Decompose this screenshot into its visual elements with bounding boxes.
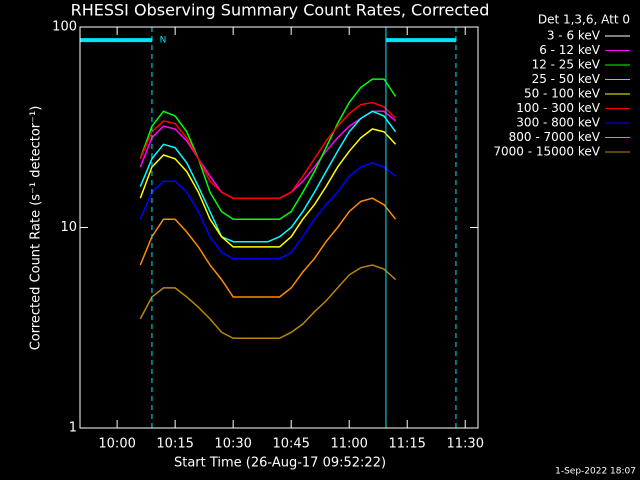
legend-label: 25 - 50 keV bbox=[532, 72, 601, 86]
x-tick-label: 11:30 bbox=[447, 437, 484, 452]
x-tick-label: 10:00 bbox=[98, 437, 135, 452]
x-tick-label: 10:45 bbox=[272, 437, 309, 452]
legend-label: 800 - 7000 keV bbox=[509, 130, 601, 144]
y-tick-label: 10 bbox=[60, 220, 77, 235]
series-line bbox=[139, 97, 396, 133]
x-tick-label: 11:15 bbox=[388, 437, 425, 452]
legend-label: 100 - 300 keV bbox=[516, 101, 600, 115]
legend-title: Det 1,3,6, Att 0 bbox=[538, 13, 630, 27]
legend-label: 3 - 6 keV bbox=[547, 29, 601, 43]
x-tick-label: 11:00 bbox=[330, 437, 367, 452]
series-line bbox=[139, 110, 397, 243]
legend-label: 12 - 25 keV bbox=[532, 58, 601, 72]
y-axis-label: Corrected Count Rate (s⁻¹ detector⁻¹) bbox=[29, 106, 44, 351]
legend-label: 6 - 12 keV bbox=[539, 43, 601, 57]
series-line bbox=[139, 78, 397, 220]
chart-title: RHESSI Observing Summary Count Rates, Co… bbox=[71, 1, 490, 20]
x-axis-label: Start Time (26-Aug-17 09:52:22) bbox=[174, 456, 386, 471]
legend-label: 50 - 100 keV bbox=[524, 87, 601, 101]
timestamp: 1-Sep-2022 18:07 bbox=[555, 467, 636, 477]
series-line bbox=[139, 128, 397, 248]
x-tick-label: 10:15 bbox=[156, 437, 193, 452]
y-tick-label: 100 bbox=[52, 20, 77, 35]
legend-label: 7000 - 15000 keV bbox=[493, 145, 600, 159]
y-tick-label: 1 bbox=[69, 421, 77, 436]
series-line bbox=[139, 264, 397, 340]
x-tick-label: 10:30 bbox=[214, 437, 251, 452]
series-line bbox=[139, 162, 397, 260]
annotation: N bbox=[160, 36, 167, 46]
legend-label: 300 - 800 keV bbox=[516, 116, 600, 130]
series-line bbox=[139, 197, 397, 298]
series-line bbox=[139, 101, 397, 199]
